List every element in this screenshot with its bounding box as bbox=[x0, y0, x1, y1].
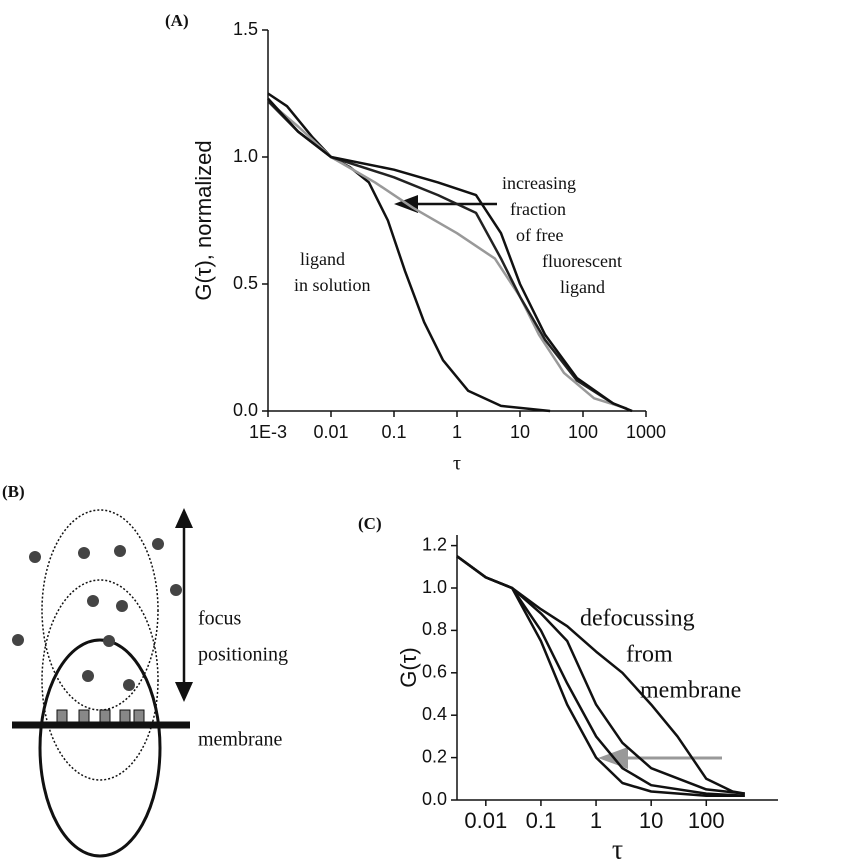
x-tick-label: 1E-3 bbox=[249, 422, 287, 442]
dot bbox=[82, 670, 94, 682]
y-axis-label: G(τ) bbox=[396, 647, 421, 687]
dot bbox=[123, 679, 135, 691]
x-tick-label: 0.01 bbox=[464, 808, 507, 833]
x-tick-label: 1000 bbox=[626, 422, 666, 442]
arrow-head bbox=[175, 682, 193, 702]
dot bbox=[170, 584, 182, 596]
y-tick-label: 0.4 bbox=[422, 704, 447, 724]
panel-label: (A) bbox=[165, 11, 189, 30]
y-tick-label: 0.5 bbox=[233, 273, 258, 293]
y-tick-label: 0.6 bbox=[422, 662, 447, 682]
y-tick-label: 1.0 bbox=[422, 577, 447, 597]
dot bbox=[29, 551, 41, 563]
ligand-dots bbox=[12, 538, 182, 723]
y-tick-label: 0.0 bbox=[422, 789, 447, 809]
diagram-b bbox=[12, 508, 193, 858]
dot bbox=[152, 538, 164, 550]
dot bbox=[87, 595, 99, 607]
y-tick-label: 0.0 bbox=[233, 400, 258, 420]
series-line bbox=[456, 555, 745, 798]
arrow-head bbox=[175, 508, 193, 528]
x-tick-label: 100 bbox=[568, 422, 598, 442]
annotation: membrane bbox=[640, 678, 741, 704]
annotation: fraction bbox=[510, 199, 566, 219]
focus-label: positioning bbox=[198, 644, 288, 666]
series-line bbox=[456, 555, 745, 798]
dot bbox=[12, 634, 24, 646]
y-tick-label: 1.0 bbox=[233, 146, 258, 166]
x-tick-label: 1 bbox=[590, 808, 602, 833]
annotation: ligand bbox=[560, 277, 605, 297]
y-tick-label: 1.5 bbox=[233, 19, 258, 39]
y-tick-label: 1.2 bbox=[422, 534, 447, 554]
x-tick-label: 10 bbox=[639, 808, 663, 833]
membrane-label: membrane bbox=[198, 729, 283, 751]
y-axis-label: G(τ), normalized bbox=[191, 140, 216, 300]
series-line bbox=[456, 555, 746, 795]
y-tick-label: 0.8 bbox=[422, 619, 447, 639]
focus-ellipse bbox=[41, 579, 159, 781]
dot bbox=[116, 600, 128, 612]
y-tick-label: 0.2 bbox=[422, 746, 447, 766]
x-axis-label: τ bbox=[612, 834, 623, 863]
panel-label: (B) bbox=[2, 482, 25, 501]
focus-ellipse bbox=[41, 509, 159, 711]
focus-ellipse bbox=[38, 638, 162, 858]
x-tick-label: 0.1 bbox=[381, 422, 406, 442]
annotation: ligand bbox=[300, 249, 345, 269]
annotation: of free bbox=[516, 225, 563, 245]
panel-label: (C) bbox=[358, 514, 382, 533]
receptor bbox=[56, 709, 68, 723]
x-tick-label: 1 bbox=[452, 422, 462, 442]
receptor bbox=[99, 709, 111, 723]
dot bbox=[114, 545, 126, 557]
annotation: from bbox=[626, 642, 673, 668]
annotation: in solution bbox=[294, 275, 371, 295]
x-tick-label: 0.1 bbox=[526, 808, 557, 833]
x-tick-label: 10 bbox=[510, 422, 530, 442]
annotation: defocussing bbox=[580, 606, 695, 632]
dot bbox=[103, 635, 115, 647]
x-tick-label: 100 bbox=[688, 808, 725, 833]
receptor bbox=[119, 709, 131, 723]
series-line bbox=[267, 97, 633, 413]
focus-label: focus bbox=[198, 608, 242, 630]
receptor bbox=[78, 709, 90, 723]
receptor bbox=[133, 709, 145, 723]
annotation: fluorescent bbox=[542, 251, 622, 271]
dot bbox=[78, 547, 90, 559]
series-line bbox=[267, 92, 551, 413]
annotation: increasing bbox=[502, 173, 576, 193]
x-tick-label: 0.01 bbox=[313, 422, 348, 442]
x-axis-label: τ bbox=[453, 453, 461, 475]
